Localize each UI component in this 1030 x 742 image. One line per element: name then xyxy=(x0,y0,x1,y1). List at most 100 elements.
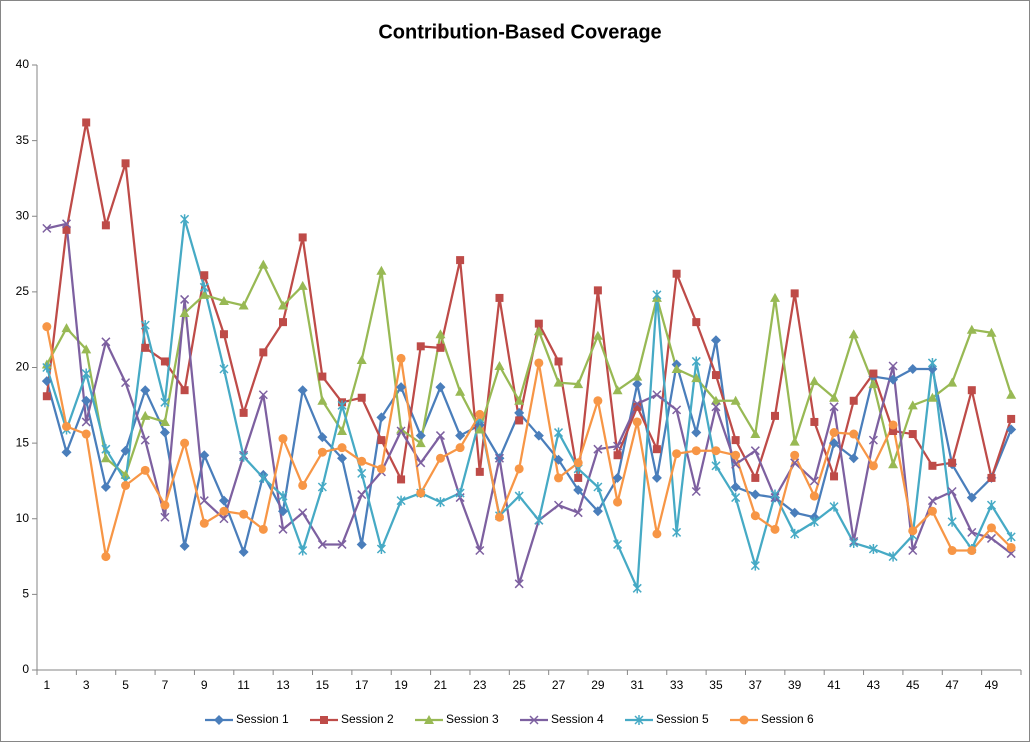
data-point xyxy=(42,223,52,233)
data-point xyxy=(672,269,681,278)
data-point xyxy=(514,579,524,589)
data-point xyxy=(573,508,583,518)
data-point xyxy=(199,518,209,528)
legend-marker xyxy=(634,715,644,725)
data-point xyxy=(435,497,445,508)
data-point xyxy=(533,326,544,336)
x-tick-label: 9 xyxy=(201,678,208,692)
data-point xyxy=(592,330,603,340)
x-tick-label: 1 xyxy=(43,678,50,692)
data-point xyxy=(317,481,327,492)
x-tick-label: 49 xyxy=(985,678,999,692)
y-tick-label: 35 xyxy=(16,133,30,147)
data-point xyxy=(121,480,131,490)
data-point xyxy=(159,416,170,426)
data-point xyxy=(731,436,740,445)
series-line xyxy=(45,218,1013,590)
x-tick-label: 21 xyxy=(434,678,448,692)
data-point xyxy=(81,429,91,439)
data-point xyxy=(633,402,642,411)
data-point xyxy=(81,417,91,427)
data-point xyxy=(731,450,741,460)
data-point xyxy=(317,432,328,443)
data-point xyxy=(337,539,347,549)
data-point xyxy=(416,342,425,351)
data-point xyxy=(180,386,189,395)
data-point xyxy=(160,357,169,366)
data-point xyxy=(278,300,288,310)
x-tick-label: 33 xyxy=(670,678,684,692)
data-point xyxy=(42,362,52,373)
data-point xyxy=(888,459,899,469)
data-point xyxy=(435,382,446,393)
data-point xyxy=(515,416,524,425)
data-point xyxy=(376,412,387,423)
data-point xyxy=(691,446,701,456)
data-point xyxy=(199,289,210,299)
data-point xyxy=(140,465,150,475)
data-point xyxy=(42,392,51,401)
data-point xyxy=(907,364,918,375)
x-tick-label: 17 xyxy=(355,678,369,692)
data-point xyxy=(829,428,839,438)
data-point xyxy=(986,523,996,533)
data-point xyxy=(298,480,308,490)
data-point xyxy=(770,524,780,534)
data-point xyxy=(966,492,977,503)
data-point xyxy=(553,454,564,465)
data-point xyxy=(554,357,563,366)
data-point xyxy=(514,395,525,405)
data-point xyxy=(711,446,721,456)
data-point xyxy=(298,545,308,556)
data-point xyxy=(180,438,190,448)
data-point xyxy=(239,451,249,462)
data-point xyxy=(967,386,976,395)
data-point xyxy=(415,438,426,448)
data-point xyxy=(101,444,111,455)
data-point xyxy=(357,490,367,500)
data-point xyxy=(61,323,72,333)
x-tick-label: 15 xyxy=(316,678,330,692)
data-point xyxy=(455,488,465,499)
data-point xyxy=(770,292,780,302)
data-point xyxy=(101,221,110,230)
series-line xyxy=(45,339,1013,554)
data-point xyxy=(730,481,741,492)
data-point xyxy=(750,511,760,521)
data-point xyxy=(927,392,938,402)
legend-marker xyxy=(739,715,749,725)
data-point xyxy=(652,445,661,454)
data-point xyxy=(239,408,248,417)
data-point xyxy=(751,473,760,482)
data-point xyxy=(298,508,308,518)
data-point xyxy=(927,496,937,506)
data-point xyxy=(514,407,525,418)
data-point xyxy=(789,507,800,518)
data-point xyxy=(809,476,819,486)
data-point xyxy=(475,545,485,556)
data-point xyxy=(868,435,878,445)
data-point xyxy=(534,358,544,368)
y-tick-label: 5 xyxy=(22,587,29,601)
data-point xyxy=(691,356,701,367)
data-point xyxy=(888,420,898,430)
data-point xyxy=(199,496,209,506)
legend-label: Session 4 xyxy=(551,712,604,726)
data-point xyxy=(140,320,150,331)
data-point xyxy=(829,501,839,512)
data-point xyxy=(632,379,643,390)
x-tick-label: 31 xyxy=(631,678,645,692)
data-point xyxy=(396,382,407,393)
data-point xyxy=(219,364,229,375)
data-point xyxy=(613,497,623,507)
data-point xyxy=(238,300,249,310)
data-point xyxy=(948,458,957,467)
data-point xyxy=(889,427,898,436)
data-point xyxy=(966,324,977,334)
data-point xyxy=(317,539,327,549)
data-point xyxy=(986,327,997,337)
data-point xyxy=(396,424,407,434)
data-point xyxy=(357,468,367,479)
data-point xyxy=(592,506,603,517)
data-point xyxy=(396,495,406,506)
